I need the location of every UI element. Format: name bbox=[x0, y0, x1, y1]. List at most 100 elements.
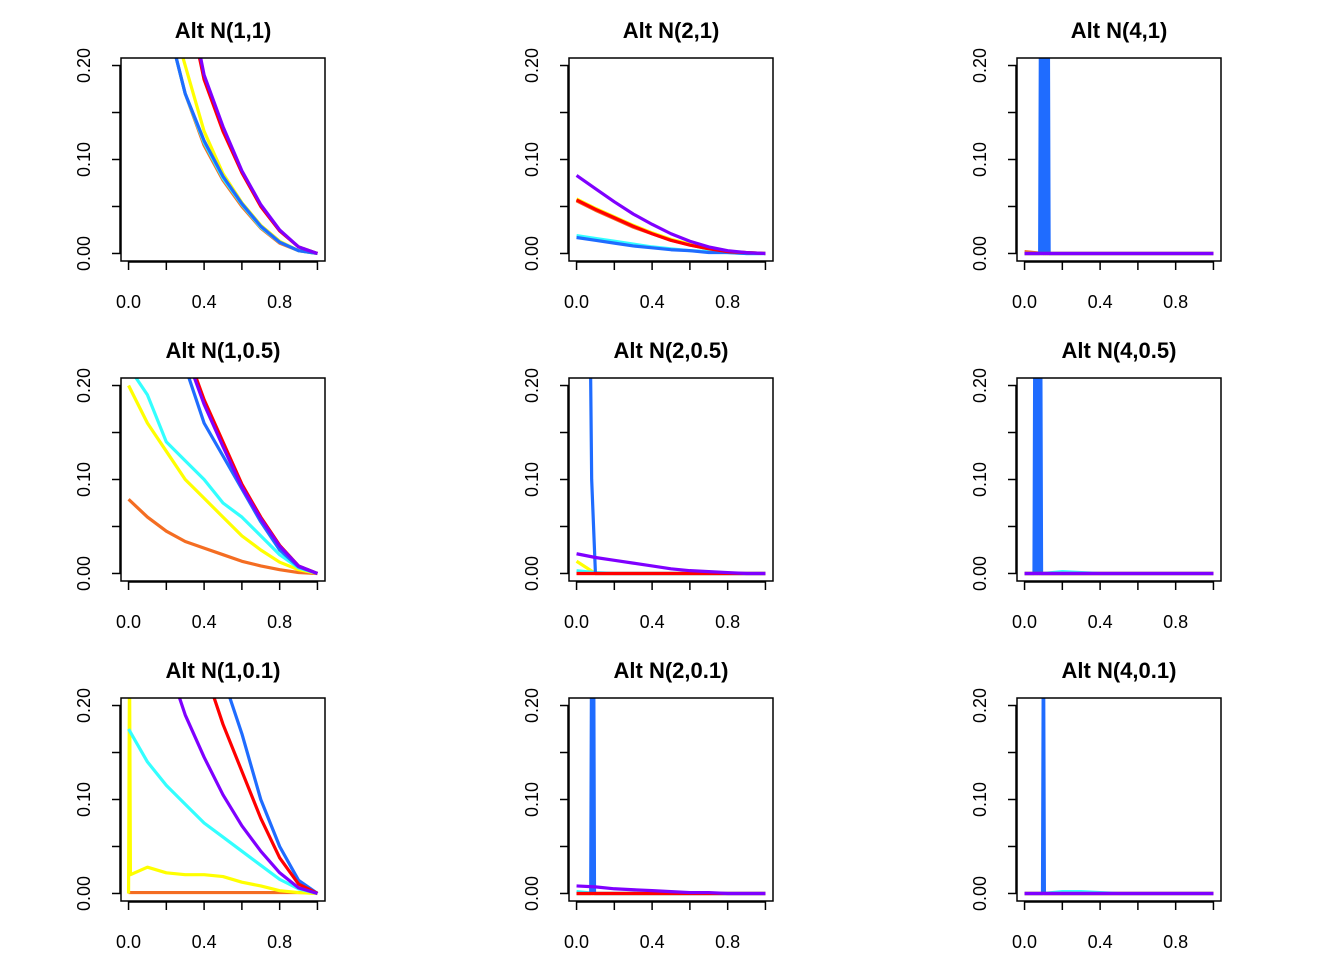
y-tick-label: 0.00 bbox=[522, 876, 542, 911]
chart-title: Alt N(1,0.1) bbox=[166, 658, 281, 683]
x-tick-label: 0.8 bbox=[715, 612, 740, 632]
data-line bbox=[576, 552, 766, 576]
y-tick-label: 0.00 bbox=[522, 556, 542, 591]
data-line bbox=[192, 378, 319, 575]
data-line bbox=[589, 378, 766, 576]
x-tick-label: 0.0 bbox=[116, 932, 141, 952]
x-tick-label: 0.0 bbox=[1012, 932, 1037, 952]
y-tick-label: 0.20 bbox=[522, 48, 542, 83]
y-tick-label: 0.00 bbox=[970, 556, 990, 591]
x-tick-label: 0.8 bbox=[1163, 292, 1188, 312]
x-tick-label: 0.4 bbox=[192, 612, 217, 632]
x-tick-label: 0.0 bbox=[564, 292, 589, 312]
y-tick-label: 0.10 bbox=[970, 142, 990, 177]
data-line bbox=[177, 698, 318, 896]
y-tick-label: 0.20 bbox=[74, 48, 94, 83]
x-tick-label: 0.0 bbox=[564, 612, 589, 632]
data-line bbox=[575, 174, 766, 256]
x-tick-label: 0.4 bbox=[192, 292, 217, 312]
panel: Alt N(1,1) 0.0 0.4 0.8 0.00 0.10 0.20 bbox=[74, 18, 326, 312]
x-tick-label: 0.0 bbox=[116, 292, 141, 312]
chart-title: Alt N(1,0.5) bbox=[166, 338, 281, 363]
y-tick-label: 0.00 bbox=[74, 876, 94, 911]
y-tick-label: 0.10 bbox=[970, 782, 990, 817]
plot-area bbox=[1024, 378, 1214, 576]
panel: Alt N(1,0.1) 0.0 0.4 0.8 0.00 0.10 0.20 bbox=[74, 658, 326, 952]
chart-title: Alt N(4,0.1) bbox=[1062, 658, 1177, 683]
y-tick-label: 0.20 bbox=[522, 368, 542, 403]
x-tick-label: 0.4 bbox=[1088, 932, 1113, 952]
data-line bbox=[575, 197, 766, 256]
plot-frame bbox=[568, 57, 774, 262]
y-tick-label: 0.00 bbox=[970, 236, 990, 271]
panel: Alt N(2,0.5) 0.0 0.4 0.8 0.00 0.10 0.20 bbox=[522, 338, 774, 632]
y-tick-label: 0.20 bbox=[522, 688, 542, 723]
x-tick-label: 0.4 bbox=[640, 932, 665, 952]
data-line bbox=[126, 698, 318, 896]
x-tick-label: 0.8 bbox=[715, 292, 740, 312]
y-tick-label: 0.20 bbox=[970, 48, 990, 83]
y-tick-label: 0.10 bbox=[522, 782, 542, 817]
data-line bbox=[187, 378, 318, 575]
y-tick-label: 0.10 bbox=[74, 782, 94, 817]
data-line bbox=[199, 58, 318, 255]
data-line bbox=[127, 498, 318, 576]
y-tick-label: 0.20 bbox=[74, 688, 94, 723]
panel: Alt N(1,0.5) 0.0 0.4 0.8 0.00 0.10 0.20 bbox=[74, 338, 326, 632]
chart-title: Alt N(1,1) bbox=[175, 18, 272, 43]
chart-title: Alt N(2,1) bbox=[623, 18, 720, 43]
plot-area bbox=[575, 174, 766, 256]
chart-title: Alt N(4,1) bbox=[1071, 18, 1168, 43]
data-line bbox=[174, 58, 318, 256]
plot-area bbox=[127, 378, 319, 576]
chart-title: Alt N(2,0.5) bbox=[614, 338, 729, 363]
y-tick-label: 0.10 bbox=[74, 462, 94, 497]
plot-frame bbox=[120, 57, 326, 262]
plot-area bbox=[1024, 58, 1214, 256]
data-line bbox=[576, 884, 766, 896]
panel: Alt N(2,1) 0.0 0.4 0.8 0.00 0.10 0.20 bbox=[522, 18, 774, 312]
data-line bbox=[1024, 698, 1214, 896]
panel: Alt N(2,0.1) 0.0 0.4 0.8 0.00 0.10 0.20 bbox=[522, 658, 774, 952]
chart-title: Alt N(4,0.5) bbox=[1062, 338, 1177, 363]
x-tick-label: 0.0 bbox=[116, 612, 141, 632]
x-tick-label: 0.8 bbox=[715, 932, 740, 952]
data-line bbox=[127, 728, 318, 896]
x-tick-label: 0.4 bbox=[192, 932, 217, 952]
y-tick-label: 0.10 bbox=[522, 462, 542, 497]
x-tick-label: 0.4 bbox=[1088, 292, 1113, 312]
plot-area bbox=[174, 58, 318, 256]
y-tick-label: 0.00 bbox=[522, 236, 542, 271]
y-tick-label: 0.10 bbox=[74, 142, 94, 177]
panel: Alt N(4,0.1) 0.0 0.4 0.8 0.00 0.10 0.20 bbox=[970, 658, 1222, 952]
chart-title: Alt N(2,0.1) bbox=[614, 658, 729, 683]
plot-frame bbox=[568, 377, 774, 582]
data-line bbox=[134, 378, 318, 576]
plot-area bbox=[126, 698, 319, 896]
x-tick-label: 0.0 bbox=[564, 932, 589, 952]
y-tick-label: 0.20 bbox=[74, 368, 94, 403]
y-tick-label: 0.10 bbox=[522, 142, 542, 177]
data-line bbox=[575, 199, 766, 256]
x-tick-label: 0.8 bbox=[1163, 932, 1188, 952]
x-tick-label: 0.8 bbox=[267, 932, 292, 952]
x-tick-label: 0.4 bbox=[1088, 612, 1113, 632]
data-line bbox=[212, 698, 319, 895]
plot-frame bbox=[568, 697, 774, 902]
x-tick-label: 0.4 bbox=[640, 612, 665, 632]
y-tick-label: 0.00 bbox=[74, 556, 94, 591]
data-line bbox=[228, 698, 319, 895]
plot-area bbox=[1024, 698, 1214, 896]
x-tick-label: 0.4 bbox=[640, 292, 665, 312]
data-line bbox=[127, 384, 318, 576]
y-tick-label: 0.20 bbox=[970, 368, 990, 403]
y-tick-label: 0.20 bbox=[970, 688, 990, 723]
x-tick-label: 0.0 bbox=[1012, 612, 1037, 632]
data-line bbox=[1024, 378, 1214, 576]
x-tick-label: 0.8 bbox=[267, 292, 292, 312]
plot-frame bbox=[1016, 377, 1222, 582]
y-tick-label: 0.10 bbox=[970, 462, 990, 497]
data-line bbox=[576, 698, 766, 896]
